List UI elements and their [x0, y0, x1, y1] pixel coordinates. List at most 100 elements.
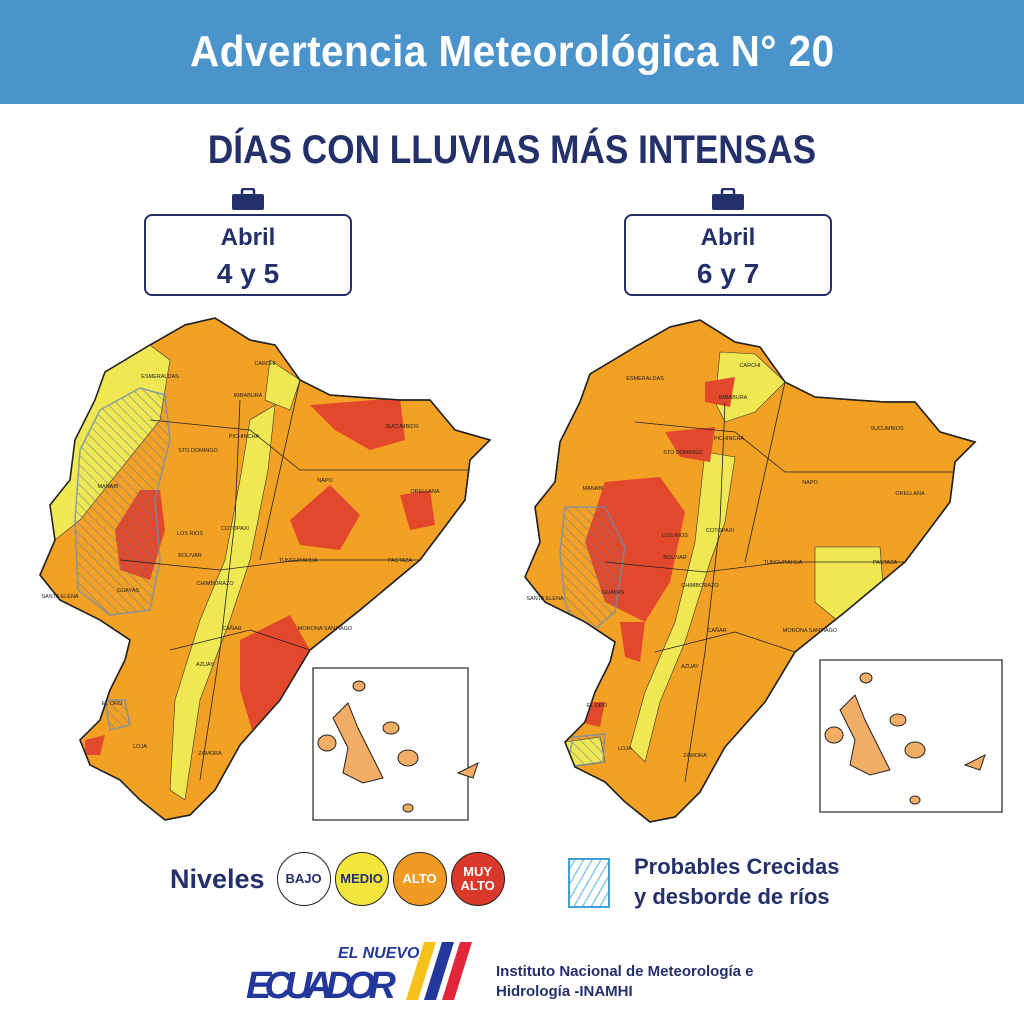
- province-label: ZAMORA: [198, 751, 222, 757]
- flood-zone: [74, 387, 171, 616]
- galapagos-island: [963, 754, 986, 771]
- province-label: LOS RIOS: [662, 533, 688, 539]
- flood-zone: [559, 506, 626, 644]
- galapagos-island: [909, 795, 921, 805]
- flood-line-2: y desborde de ríos: [634, 884, 830, 909]
- galapagos-island: [904, 741, 926, 759]
- galapagos-island: [456, 762, 479, 779]
- province-label: PICHINCHA: [714, 436, 745, 442]
- flood-hatch-swatch: [568, 858, 610, 908]
- galapagos-island: [402, 803, 414, 813]
- province-label: IMBABURA: [719, 395, 748, 401]
- inset-frame: [312, 667, 469, 821]
- logo-big-text: ECUADOR: [246, 965, 397, 1004]
- province-label: BOLIVAR: [663, 555, 686, 561]
- province-label: STO DOMINGO: [663, 450, 703, 456]
- map-days-6-7: ESMERALDAS CARCHI IMBABURA SUCUMBIOS PICHINC…: [524, 319, 1003, 823]
- galapagos-island: [859, 672, 873, 684]
- page-title: Advertencia Meteorológica N° 20: [189, 27, 835, 76]
- legend-title: Niveles: [170, 863, 265, 894]
- zone-muy-alto: [620, 622, 645, 662]
- province-label: MANABI: [97, 484, 119, 490]
- province-border: [199, 399, 241, 781]
- province-border: [259, 379, 301, 561]
- province-label: NAPO: [317, 478, 333, 484]
- zone-medio: [264, 359, 301, 411]
- level-zones: [559, 351, 955, 783]
- galapagos-island: [839, 694, 891, 776]
- zone-muy-alto: [400, 490, 435, 530]
- province-label: CHIMBORAZO: [196, 581, 234, 587]
- institute-line-2: Hidrología -INAMHI: [496, 983, 633, 1000]
- province-label: SUCUMBIOS: [385, 424, 419, 430]
- province-label: SANTA ELENA: [41, 594, 79, 600]
- subtitle: DÍAS CON LLUVIAS MÁS INTENSAS: [61, 128, 962, 173]
- province-label: AZUAY: [196, 662, 214, 668]
- logo-small-text: EL NUEVO: [338, 945, 420, 962]
- level-muy-alto: MUY ALTO: [450, 852, 505, 906]
- province-border: [744, 381, 786, 563]
- province-label: MANABI: [582, 486, 604, 492]
- province-label: LOS RIOS: [177, 531, 203, 537]
- province-border: [684, 401, 726, 783]
- province-label: CAÑAR: [707, 627, 726, 634]
- province-label: LOJA: [618, 746, 632, 752]
- province-border: [169, 629, 311, 651]
- province-label: PASTAZA: [873, 560, 898, 566]
- ecuador-border: [524, 319, 977, 823]
- province-label: NAPO: [802, 480, 818, 486]
- galapagos-island: [382, 721, 400, 735]
- level-zones: [49, 344, 470, 801]
- province-label: SUCUMBIOS: [870, 426, 904, 432]
- province-label: STO DOMINGO: [178, 448, 218, 454]
- level-medio: MEDIO: [334, 852, 389, 906]
- levels-legend: Niveles BAJO MEDIO ALTO MUY ALTO: [170, 852, 505, 906]
- galapagos-island: [889, 713, 907, 727]
- level-bajo: BAJO: [276, 852, 331, 906]
- province-label: ZAMORA: [683, 753, 707, 759]
- province-label: EL ORO: [587, 703, 608, 709]
- zone-muy-alto: [85, 735, 105, 755]
- province-label: BOLIVAR: [178, 553, 201, 559]
- date-month: Abril: [220, 224, 276, 251]
- province-border: [119, 559, 420, 571]
- province-label: COTOPAXI: [706, 528, 734, 534]
- level-alto: ALTO: [392, 852, 447, 906]
- el-nuevo-ecuador-logo: EL NUEVO ECUADOR: [246, 942, 472, 1004]
- galapagos-inset: [312, 667, 479, 821]
- subtitle-bold: MÁS INTENSAS: [550, 128, 817, 172]
- province-label: ORELLANA: [410, 489, 440, 495]
- ecuador-border: [39, 317, 492, 821]
- galapagos-island: [332, 702, 384, 784]
- zone-medio: [169, 404, 276, 801]
- province-label: PASTAZA: [388, 558, 413, 564]
- province-border: [604, 561, 905, 573]
- province-label: IMBABURA: [234, 393, 263, 399]
- flood-legend-text: Probables Crecidas y desborde de ríos: [634, 852, 839, 912]
- zone-muy-alto: [310, 398, 405, 450]
- province-label: ESMERALDAS: [626, 376, 664, 382]
- briefcase-icon: [232, 188, 264, 210]
- province-label: GUAYAS: [602, 590, 624, 596]
- province-label: GUAYAS: [117, 588, 139, 594]
- zone-muy-alto: [240, 615, 310, 740]
- province-label: COTOPAXI: [221, 526, 249, 532]
- zone-muy-alto: [705, 377, 735, 407]
- province-label: ESMERALDAS: [141, 374, 179, 380]
- date-days: 4 y 5: [216, 258, 280, 289]
- date-box-1: Abril 4 y 5: [144, 188, 352, 296]
- galapagos-island: [397, 749, 419, 767]
- date-month: Abril: [700, 224, 756, 251]
- date-days: 6 y 7: [696, 258, 760, 289]
- province-label: SANTA ELENA: [526, 596, 564, 602]
- province-label: AZUAY: [681, 664, 699, 670]
- subtitle-normal: DÍAS CON LLUVIAS: [207, 128, 551, 172]
- galapagos-island: [824, 726, 844, 744]
- province-label: CARCHI: [254, 361, 276, 367]
- flood-line-1: Probables Crecidas: [634, 854, 840, 879]
- province-border: [634, 421, 955, 473]
- institute-line-1: Instituto Nacional de Meteorología e: [496, 963, 754, 980]
- flood-zone: [104, 699, 131, 731]
- galapagos-island: [317, 734, 337, 752]
